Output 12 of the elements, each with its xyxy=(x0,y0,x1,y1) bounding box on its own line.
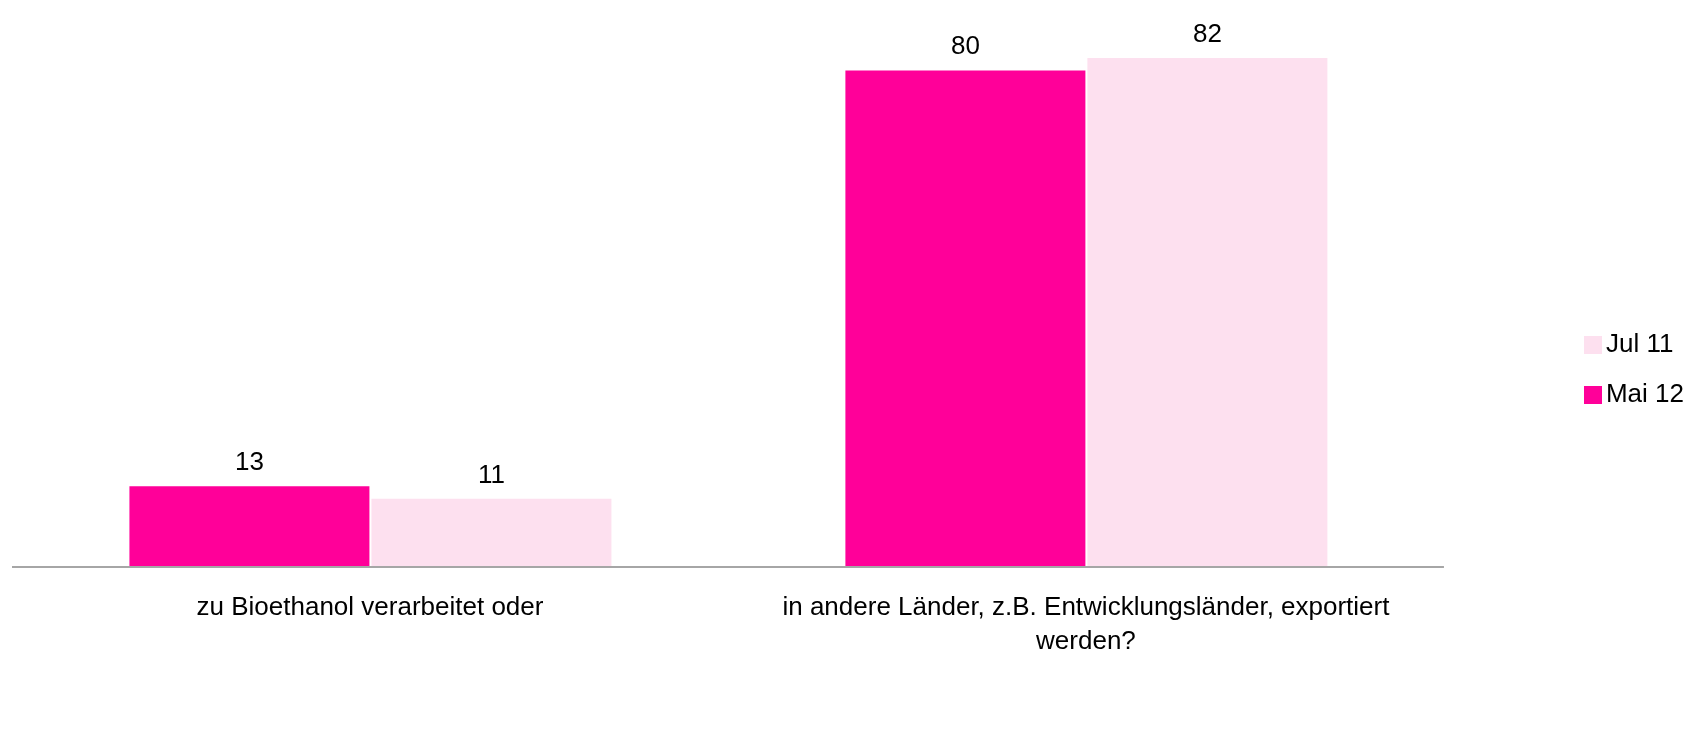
bar xyxy=(371,498,612,567)
data-label: 80 xyxy=(950,30,980,61)
x-tick-label: in andere Länder, z.B. Entwicklungsländer, exportiert werden? xyxy=(782,591,1391,655)
legend-label: Jul 11 xyxy=(1605,328,1674,358)
data-label: 11 xyxy=(477,458,505,489)
bar xyxy=(129,486,370,567)
bar xyxy=(845,70,1086,567)
data-label: 13 xyxy=(234,446,264,477)
bar xyxy=(1087,58,1328,567)
x-tick-label: zu Bioethanol verarbeitet oder xyxy=(196,591,544,621)
legend-label: Mai 12 xyxy=(1605,378,1684,408)
data-label: 82 xyxy=(1192,18,1222,48)
